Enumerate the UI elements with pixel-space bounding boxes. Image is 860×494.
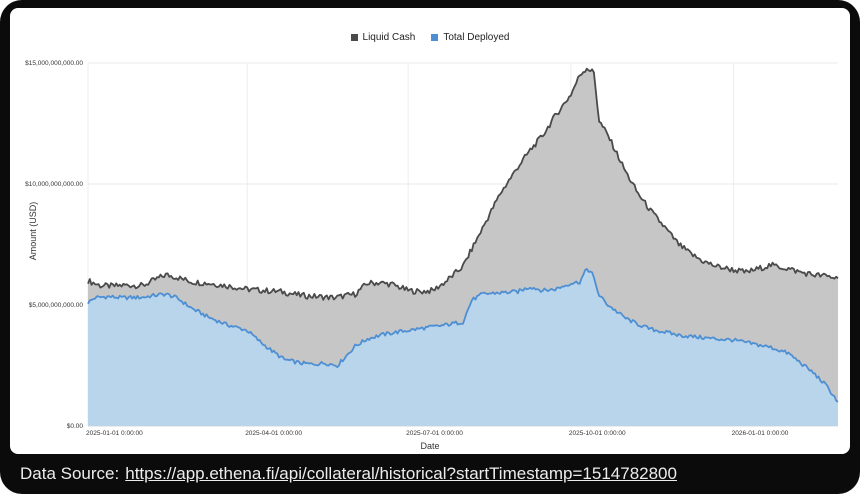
legend-item-total-deployed[interactable]: Total Deployed — [431, 32, 509, 43]
y-tick-label: $15,000,000,000.00 — [25, 60, 83, 67]
y-tick-label: $10,000,000,000.00 — [25, 181, 83, 188]
y-tick-label: $0.00 — [67, 423, 84, 430]
x-axis-title: Date — [420, 441, 440, 451]
legend-label-total-deployed: Total Deployed — [443, 32, 510, 43]
chart-card: Liquid Cash Total Deployed Amount (USD) … — [10, 8, 850, 454]
x-tick-label: 2026-01-01 0:00:00 — [732, 430, 789, 437]
legend-label-liquid-cash: Liquid Cash — [362, 32, 416, 43]
x-tick-label: 2025-04-01 0:00:00 — [245, 430, 302, 437]
series-area-total-deployed — [88, 268, 838, 426]
liquid-cash-swatch-icon — [350, 34, 358, 41]
y-axis-title: Amount (USD) — [28, 201, 38, 261]
x-tick-label: 2025-01-01 0:00:00 — [86, 430, 143, 437]
data-source-link[interactable]: https://app.ethena.fi/api/collateral/his… — [125, 464, 677, 483]
series-line-total-deployed — [87, 268, 839, 403]
series-line-liquid-cash — [87, 67, 839, 301]
data-source-bar: Data Source: https://app.ethena.fi/api/c… — [0, 454, 860, 494]
total-deployed-swatch-icon — [431, 34, 439, 41]
x-tick-label: 2025-10-01 0:00:00 — [569, 430, 626, 437]
chart-canvas: $0.00 $5,000,000,000.00 $10,000,000,000.00… — [25, 60, 839, 437]
legend-item-liquid-cash[interactable]: Liquid Cash — [350, 32, 416, 43]
chart-legend: Liquid Cash Total Deployed — [10, 32, 850, 43]
y-tick-label: $5,000,000,000.00 — [29, 302, 84, 309]
x-tick-label: 2025-07-01 0:00:00 — [406, 430, 463, 437]
data-source-label: Data Source: — [20, 464, 120, 483]
